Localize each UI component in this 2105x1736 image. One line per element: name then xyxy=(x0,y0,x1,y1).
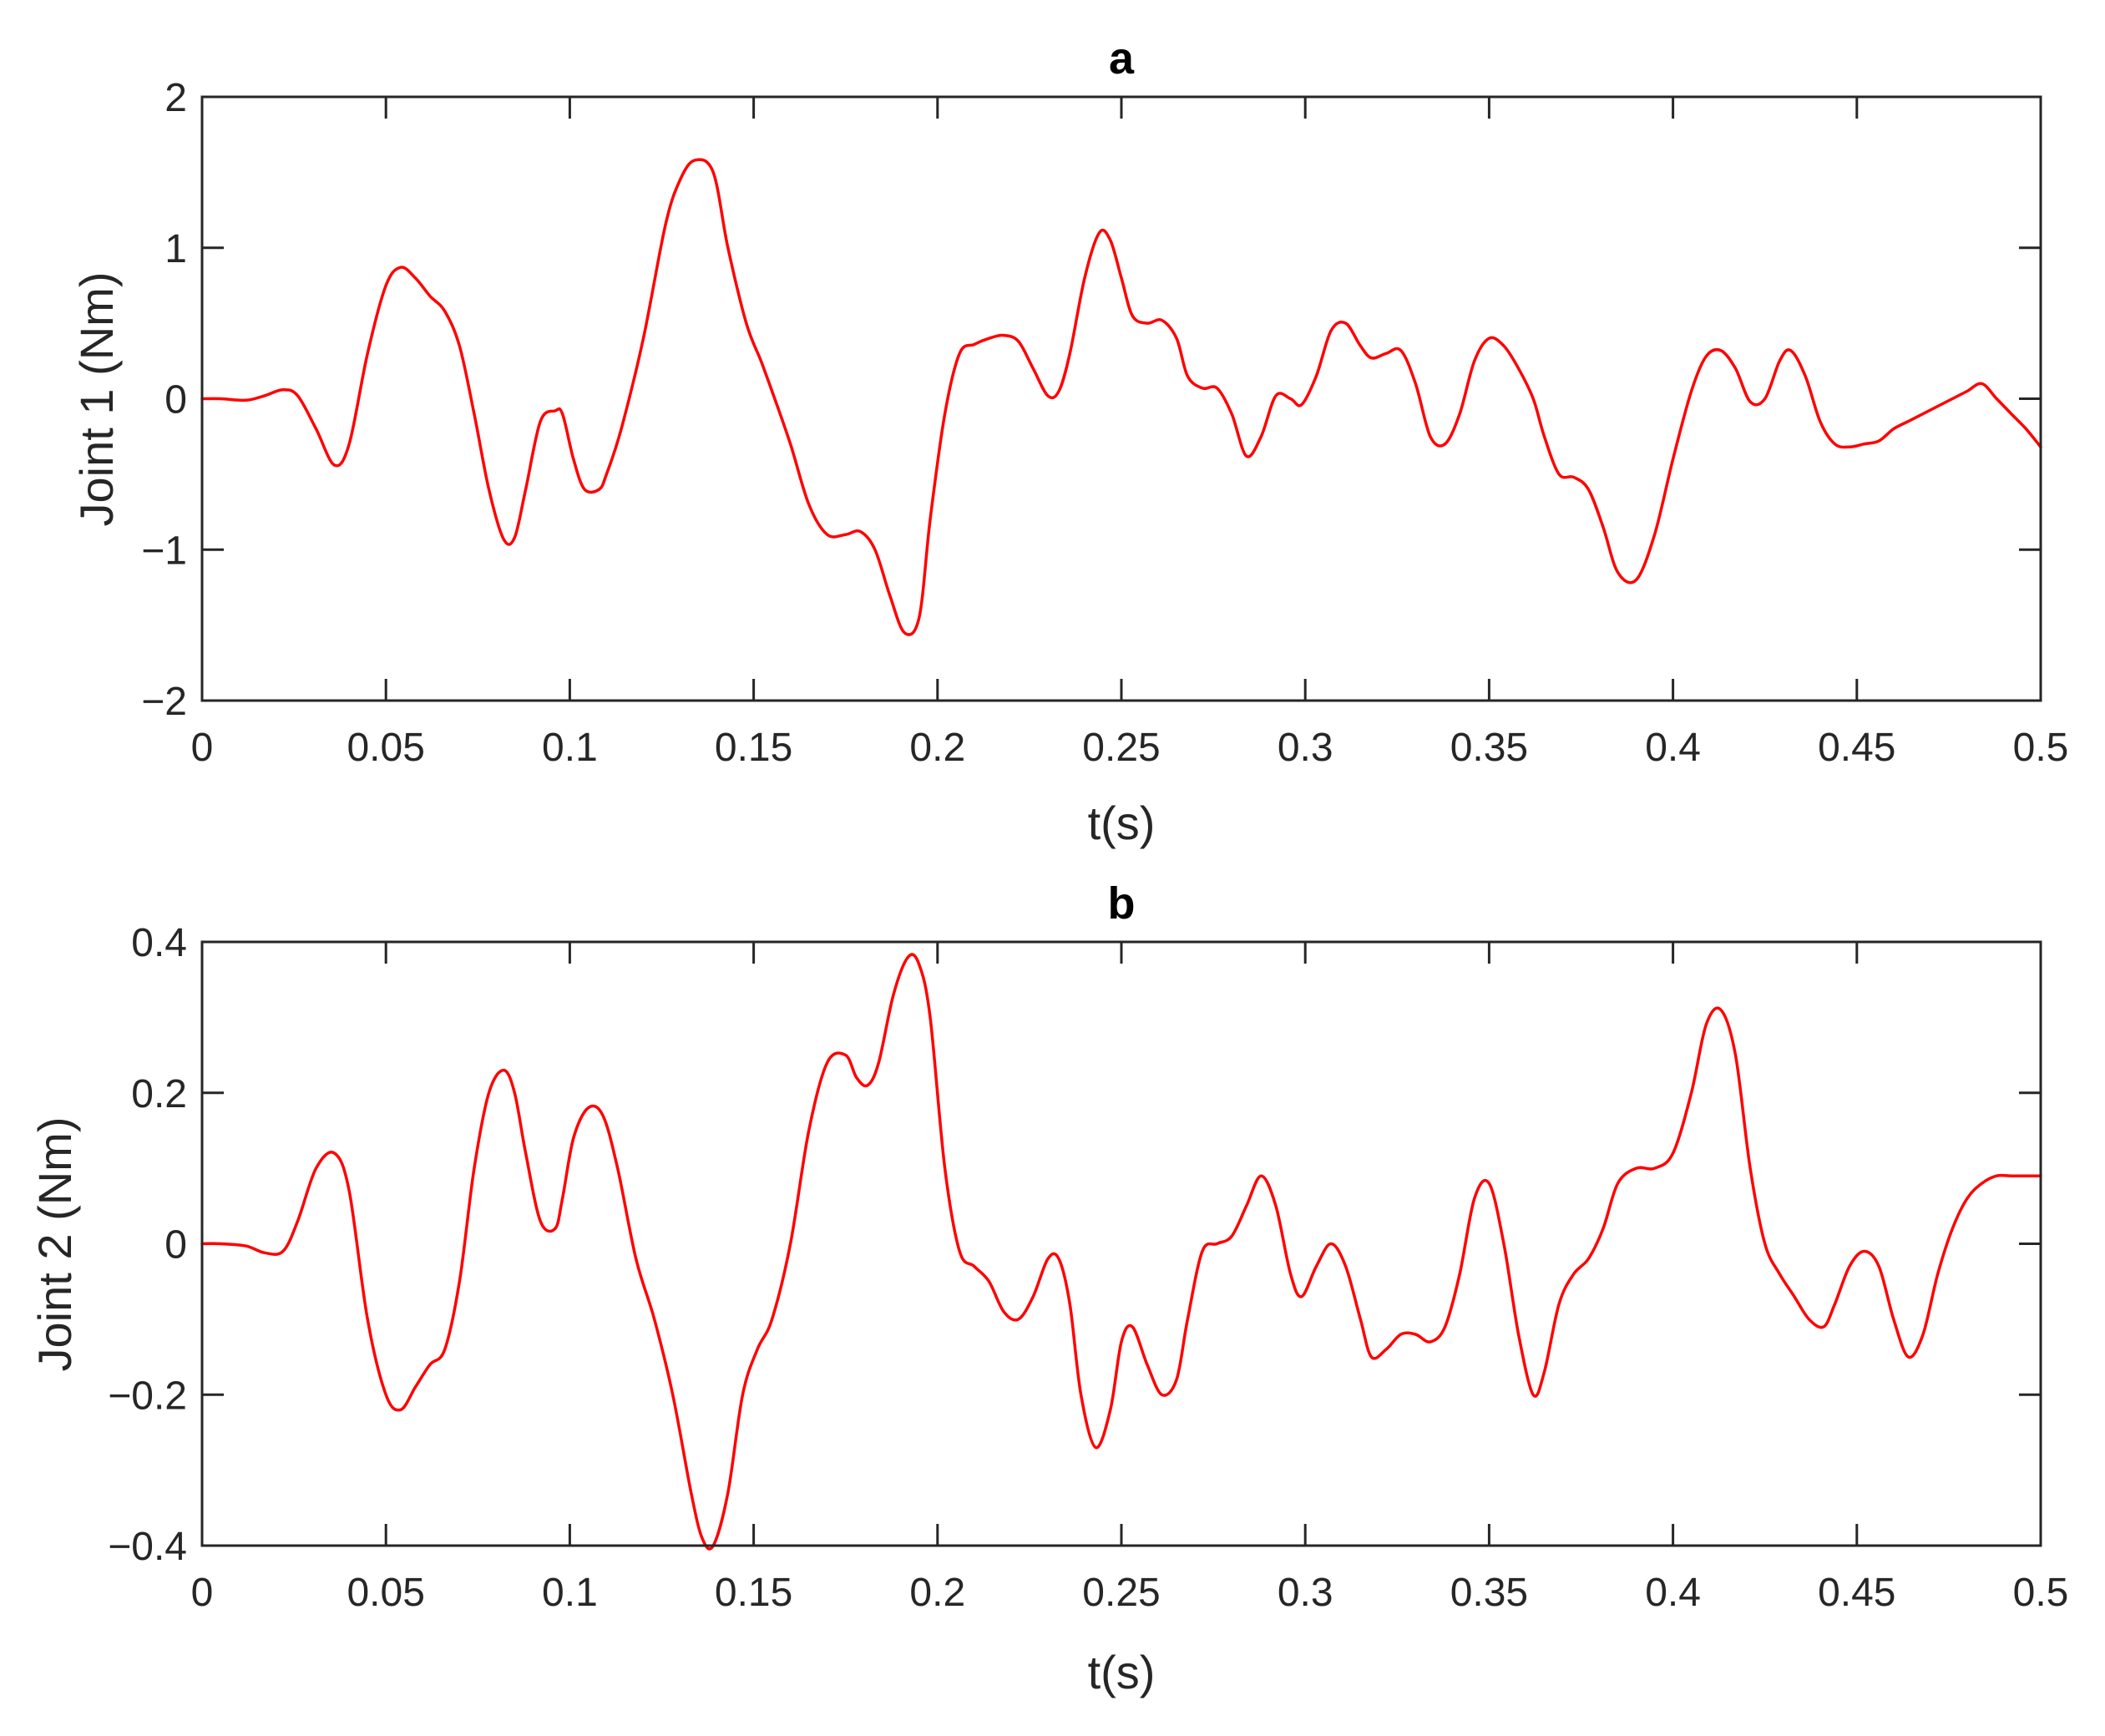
x-tick-label: 0 xyxy=(191,1571,214,1615)
y-tick-label: −0.4 xyxy=(108,1525,187,1569)
y-axis-label: Joint 1 (Nm) xyxy=(70,272,123,527)
x-tick-label: 0.15 xyxy=(715,726,792,770)
y-tick-label: −1 xyxy=(141,529,187,573)
axis-ticks: 0 0.05 0.1 0.15 0.2 0.25 0.3 0.35 0.4 0.45 0.5 −2 −1… xyxy=(141,76,2068,770)
panel-title: b xyxy=(1108,878,1136,929)
x-axis-label: t(s) xyxy=(1088,1646,1156,1698)
x-tick-label: 0.5 xyxy=(2013,1571,2069,1615)
x-tick-label: 0.4 xyxy=(1645,726,1701,770)
x-tick-label: 0.3 xyxy=(1278,726,1333,770)
y-tick-label: 2 xyxy=(164,76,187,120)
y-tick-label: −2 xyxy=(141,680,187,724)
y-tick-label: −0.2 xyxy=(108,1374,187,1418)
x-tick-label: 0.1 xyxy=(542,726,598,770)
axes-frame xyxy=(200,940,2042,1547)
x-tick-label: 0.2 xyxy=(909,726,965,770)
x-axis-label: t(s) xyxy=(1088,797,1156,849)
x-tick-label: 0.35 xyxy=(1450,726,1528,770)
axes-frame xyxy=(200,95,2042,702)
y-tick-label: 0 xyxy=(164,378,187,423)
x-tick-label: 0.15 xyxy=(715,1571,792,1615)
y-tick-label: 0.4 xyxy=(131,921,187,965)
axis-ticks: 0 0.05 0.1 0.15 0.2 0.25 0.3 0.35 0.4 0.45 0.5 −0.4… xyxy=(108,921,2068,1615)
x-tick-label: 0.2 xyxy=(909,1571,965,1615)
series-line xyxy=(200,158,2042,636)
y-tick-label: 1 xyxy=(164,227,187,271)
x-tick-label: 0.3 xyxy=(1278,1571,1333,1615)
x-tick-label: 0.35 xyxy=(1450,1571,1528,1615)
x-tick-label: 0.1 xyxy=(542,1571,598,1615)
series-line xyxy=(200,953,2042,1551)
x-tick-label: 0.45 xyxy=(1818,726,1895,770)
y-tick-label: 0 xyxy=(164,1223,187,1268)
panel-a: a t(s) Joint 1 (Nm) 0 0.05 0.1 0.15 0.2 0.25 0… xyxy=(70,33,2068,849)
x-tick-label: 0.05 xyxy=(347,726,424,770)
x-tick-label: 0.5 xyxy=(2013,726,2069,770)
panel-title: a xyxy=(1109,33,1135,84)
x-tick-label: 0 xyxy=(191,726,214,770)
y-tick-label: 0.2 xyxy=(131,1072,187,1116)
plot-area xyxy=(200,953,2042,1551)
panel-b: b t(s) Joint 2 (Nm) 0 0.05 0.1 0.15 0.2 0.25 0… xyxy=(28,878,2068,1698)
x-tick-label: 0.25 xyxy=(1082,1571,1160,1615)
y-axis-label: Joint 2 (Nm) xyxy=(28,1117,81,1372)
x-tick-label: 0.25 xyxy=(1082,726,1160,770)
x-tick-label: 0.45 xyxy=(1818,1571,1895,1615)
plot-area xyxy=(200,158,2042,636)
x-tick-label: 0.05 xyxy=(347,1571,424,1615)
x-tick-label: 0.4 xyxy=(1645,1571,1701,1615)
